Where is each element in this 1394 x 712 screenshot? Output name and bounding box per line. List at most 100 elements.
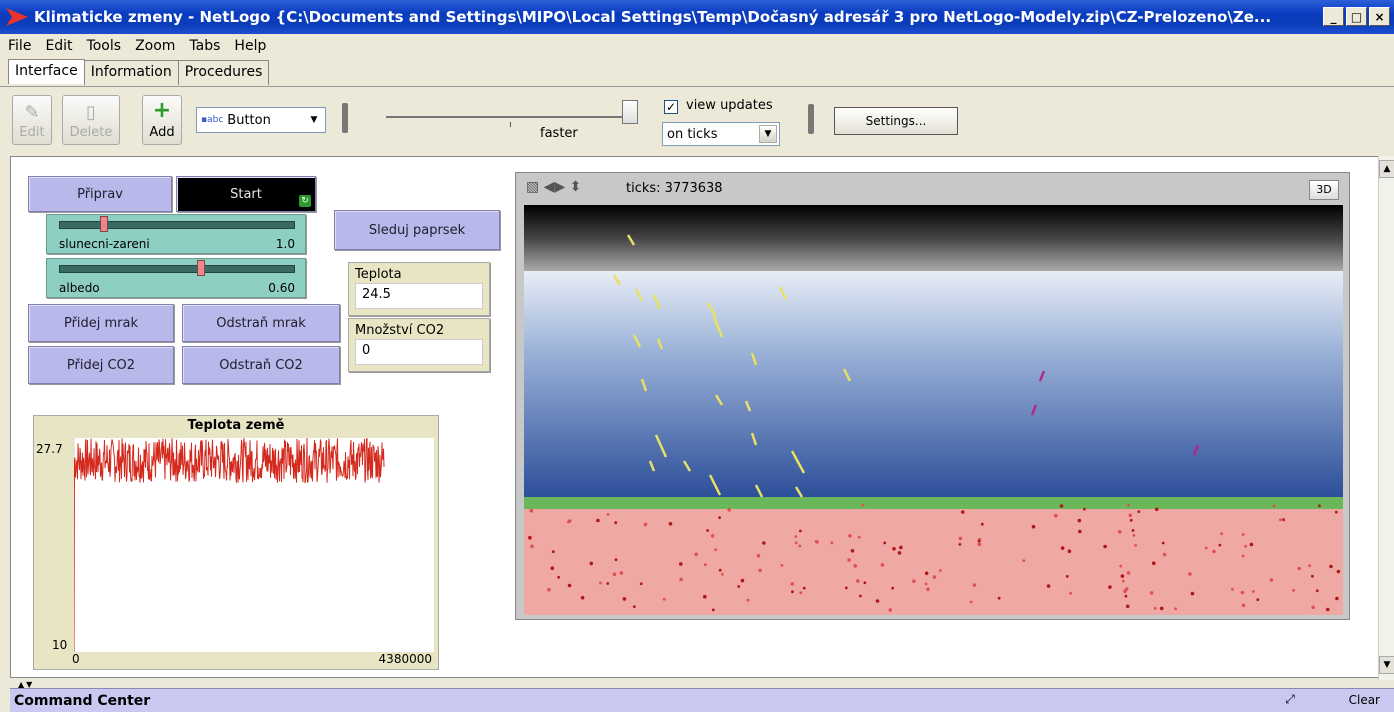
- energy-dot: [1241, 554, 1245, 558]
- energy-dot: [596, 518, 600, 523]
- energy-dot: [794, 535, 798, 538]
- update-mode-select[interactable]: on ticks ▼: [662, 122, 780, 146]
- energy-dot: [883, 541, 887, 545]
- tab-procedures[interactable]: Procedures: [177, 60, 270, 85]
- energy-dot: [847, 558, 851, 562]
- energy-dot: [614, 558, 618, 562]
- energy-dot: [756, 554, 761, 558]
- delete-label: Delete: [69, 125, 113, 140]
- monitor-label: Množství CO2: [355, 323, 445, 338]
- energy-dot: [727, 508, 731, 512]
- priprav-button[interactable]: Připrav: [28, 176, 172, 212]
- energy-dot: [799, 529, 802, 533]
- energy-dot: [1161, 541, 1165, 545]
- energy-dot: [799, 591, 803, 594]
- energy-dot: [1212, 549, 1216, 554]
- slider-thumb[interactable]: [197, 260, 205, 276]
- close-button[interactable]: ×: [1369, 7, 1390, 26]
- scroll-up-icon[interactable]: ▲: [1379, 160, 1394, 178]
- energy-dot: [1244, 544, 1247, 548]
- delete-button[interactable]: ▯ Delete: [62, 95, 120, 145]
- toolbar-separator: [808, 104, 814, 134]
- energy-dot: [1241, 533, 1245, 536]
- settings-button[interactable]: Settings...: [834, 107, 958, 135]
- widget-type-value: Button: [227, 112, 271, 128]
- minimize-button[interactable]: _: [1323, 7, 1344, 26]
- start-button[interactable]: Start ↻: [176, 176, 316, 212]
- energy-dot: [844, 586, 848, 590]
- widget-type-select[interactable]: ▪abc Button ▼: [196, 107, 326, 133]
- energy-dot: [740, 578, 745, 583]
- sleduj-paprsek-button[interactable]: Sleduj paprsek: [334, 210, 500, 250]
- sun-ray: [790, 450, 806, 474]
- energy-dot: [619, 571, 624, 575]
- menu-help[interactable]: Help: [234, 38, 267, 54]
- menu-edit[interactable]: Edit: [45, 38, 73, 54]
- world-view[interactable]: ▧ ◀▶ ⬍ ticks: 3773638 3D: [515, 172, 1350, 620]
- tab-strip: Interface Information Procedures: [8, 59, 270, 85]
- toolbar-separator: [342, 103, 348, 133]
- edit-button[interactable]: ✎ Edit: [12, 95, 52, 145]
- energy-dot: [643, 522, 648, 527]
- energy-dot: [1065, 575, 1069, 578]
- energy-dot: [1272, 504, 1276, 508]
- speed-slider-thumb[interactable]: [622, 100, 638, 124]
- vertical-scrollbar[interactable]: ▲ ▼: [1378, 156, 1394, 680]
- slider-track[interactable]: [59, 265, 295, 273]
- clear-button[interactable]: Clear: [1348, 693, 1380, 707]
- energy-dot: [599, 581, 602, 585]
- infrared-ray: [1192, 444, 1200, 456]
- menu-tools[interactable]: Tools: [86, 38, 122, 54]
- albedo-slider[interactable]: albedo 0.60: [46, 258, 306, 298]
- slider-track[interactable]: [59, 221, 295, 229]
- energy-dot: [679, 577, 683, 582]
- tab-information[interactable]: Information: [83, 60, 179, 85]
- energy-dot: [880, 563, 885, 567]
- energy-dot: [1120, 574, 1125, 578]
- tab-interface[interactable]: Interface: [8, 59, 85, 84]
- energy-dot: [958, 543, 962, 546]
- energy-dot: [1134, 544, 1137, 547]
- pridej-mrak-button[interactable]: Přidej mrak: [28, 304, 174, 342]
- energy-dot: [938, 569, 942, 572]
- energy-dot: [639, 582, 643, 586]
- energy-dot: [926, 587, 930, 592]
- slider-label: slunecni-zareni: [59, 237, 150, 251]
- maximize-button[interactable]: □: [1346, 7, 1367, 26]
- add-button[interactable]: + Add: [142, 95, 182, 145]
- energy-dot: [790, 582, 795, 586]
- energy-dot: [856, 579, 860, 583]
- energy-dot: [606, 513, 610, 516]
- energy-dot: [1279, 518, 1282, 522]
- expand-icon[interactable]: ⤢: [1285, 692, 1295, 706]
- view-controls-icon[interactable]: ▧ ◀▶ ⬍: [526, 179, 582, 195]
- collapse-arrows-icon[interactable]: ▲▼: [18, 680, 35, 689]
- energy-dot: [1335, 596, 1339, 601]
- energy-dot: [1308, 564, 1312, 568]
- view-updates-checkbox[interactable]: ✓: [664, 100, 678, 114]
- slider-thumb[interactable]: [100, 216, 109, 232]
- world-canvas[interactable]: [524, 205, 1343, 615]
- slunecni-zareni-slider[interactable]: slunecni-zareni 1.0: [46, 214, 306, 254]
- energy-dot: [1108, 585, 1112, 589]
- energy-dot: [980, 522, 984, 526]
- menu-file[interactable]: File: [8, 38, 32, 54]
- menu-tabs[interactable]: Tabs: [189, 38, 221, 54]
- sun-ray: [682, 460, 692, 472]
- odstran-mrak-button[interactable]: Odstraň mrak: [182, 304, 340, 342]
- sun-ray: [652, 294, 662, 310]
- sun-ray: [744, 400, 752, 412]
- energy-dot: [972, 583, 977, 587]
- speed-slider-track[interactable]: [386, 116, 632, 118]
- scroll-down-icon[interactable]: ▼: [1379, 656, 1394, 674]
- energy-dot: [897, 551, 902, 555]
- odstran-co2-button[interactable]: Odstraň CO2: [182, 346, 340, 384]
- energy-dot: [1174, 607, 1177, 611]
- menu-zoom[interactable]: Zoom: [135, 38, 176, 54]
- energy-dot: [1077, 518, 1082, 523]
- pridej-co2-button[interactable]: Přidej CO2: [28, 346, 174, 384]
- space-layer: [524, 205, 1343, 271]
- temperature-series-line: [74, 438, 385, 652]
- energy-dot: [1067, 549, 1072, 553]
- 3d-view-button[interactable]: 3D: [1309, 180, 1339, 200]
